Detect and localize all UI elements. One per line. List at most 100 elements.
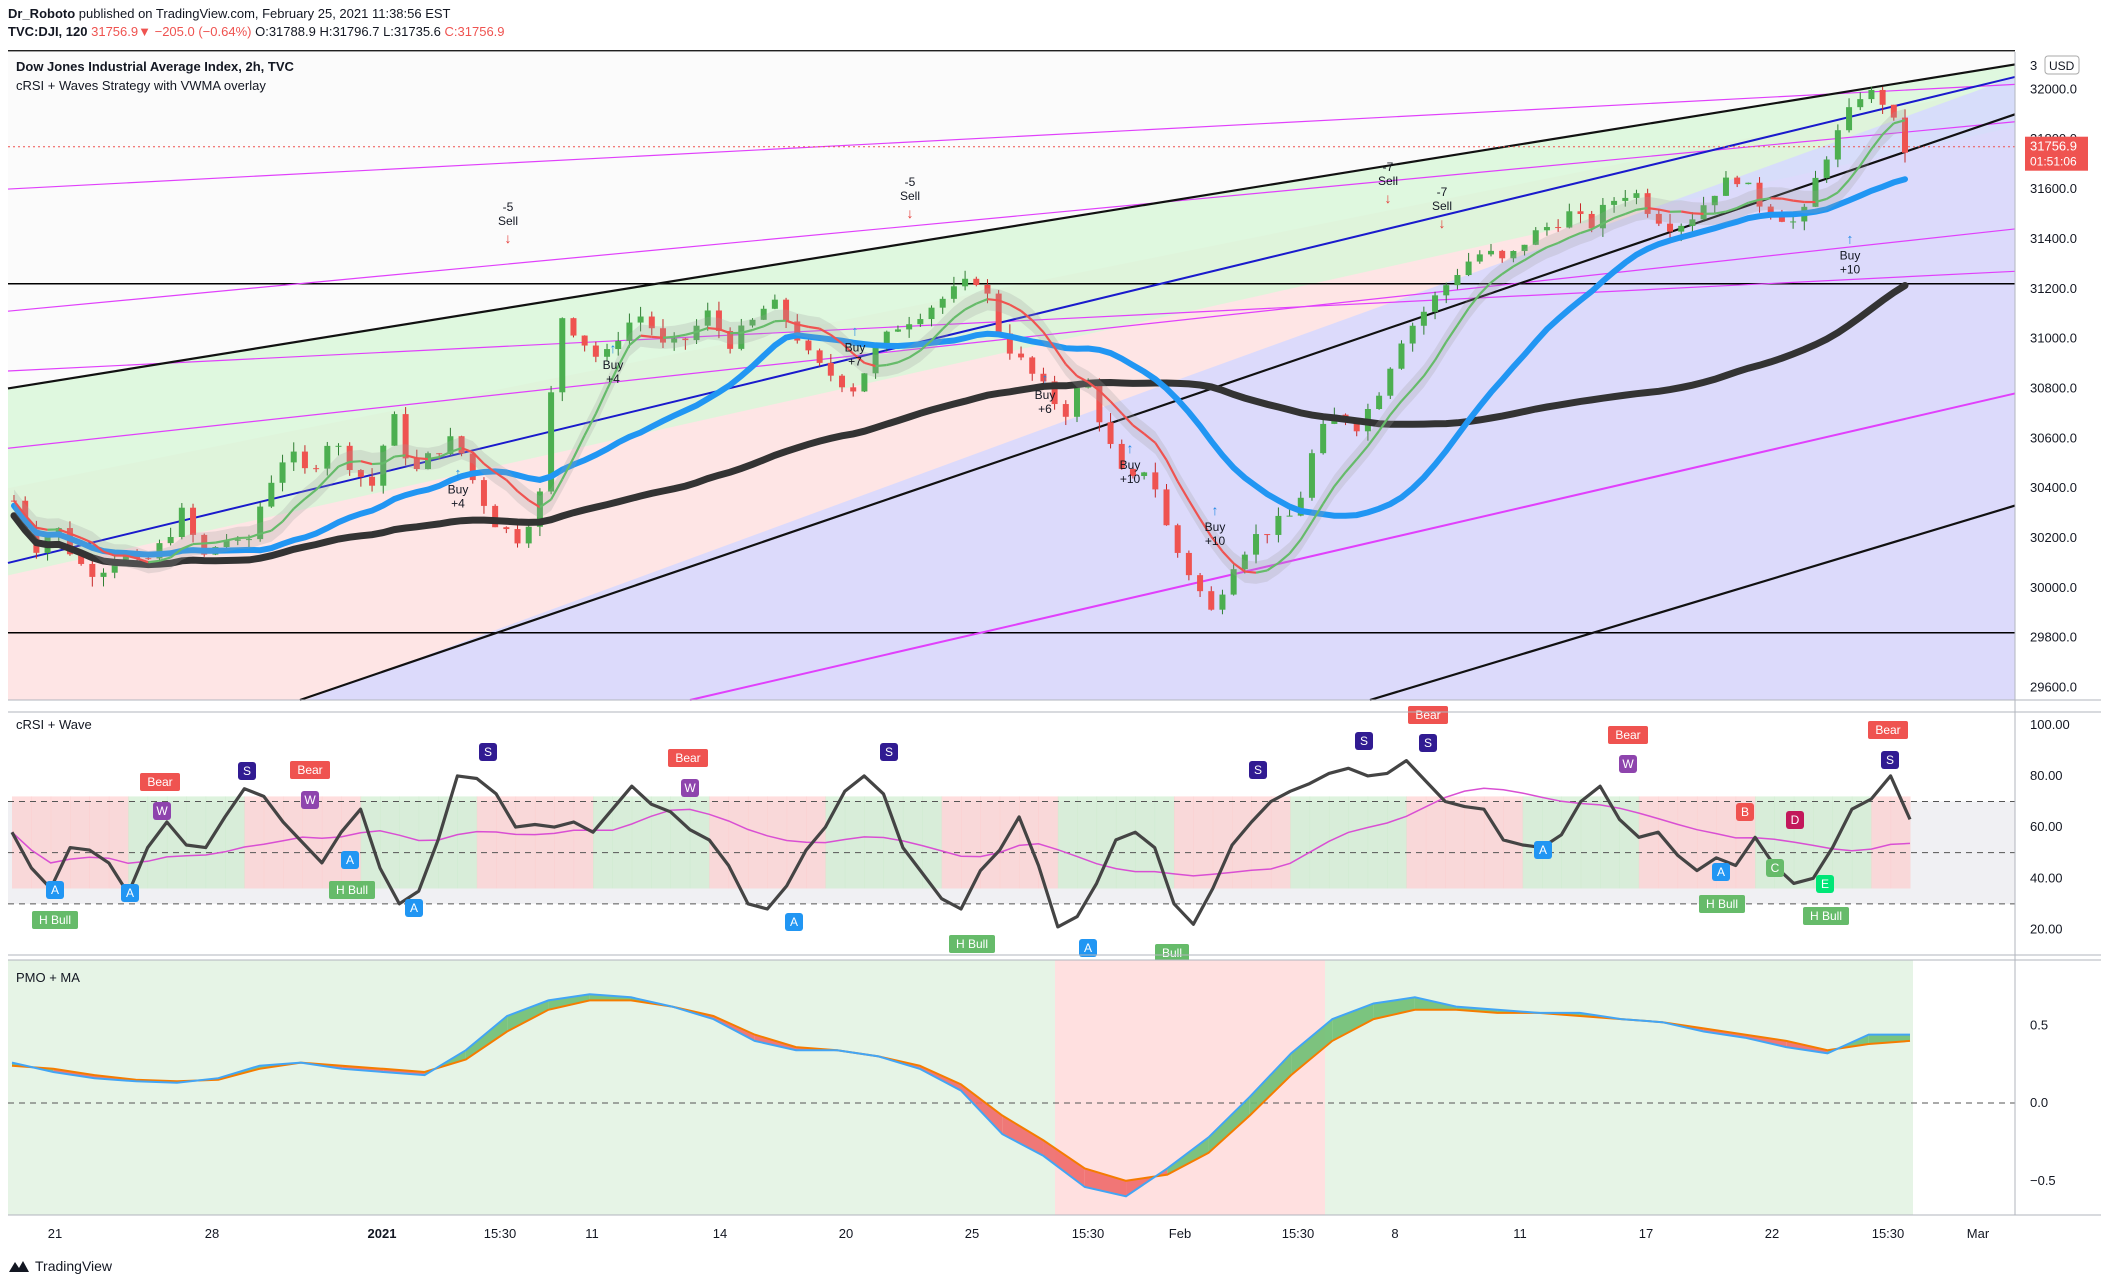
fast-ma-segment — [1087, 381, 1101, 392]
candle-body — [1689, 219, 1696, 226]
hidden-bull-label-text: H Bull — [39, 913, 71, 927]
fast-ma-segment — [382, 455, 396, 465]
fast-ma-segment — [875, 363, 887, 368]
tradingview-logo[interactable]: TradingView — [8, 1258, 112, 1274]
candle-body — [1644, 193, 1651, 214]
candle-body — [1778, 214, 1785, 222]
pmo-axis-tick: 0.5 — [2030, 1017, 2048, 1032]
candle — [1208, 586, 1215, 611]
fast-ma-segment — [103, 550, 116, 557]
fast-ma-segment — [685, 330, 697, 336]
buy-arrow-icon: ↑ — [1042, 370, 1049, 386]
time-axis-tick: 17 — [1639, 1226, 1653, 1241]
crsi-pane[interactable]: Bear Bear Bear Bear Bear Bear H Bull H Bull H Bu… — [8, 706, 2015, 962]
signal-value: +4 — [606, 372, 620, 386]
currency-badge: USD — [2044, 55, 2080, 75]
fast-ma-segment — [1636, 206, 1648, 211]
fast-ma-segment — [1714, 210, 1727, 215]
trend-line-0 — [7, 63, 2016, 390]
candle-body — [78, 554, 85, 564]
bear-label-box — [140, 773, 180, 791]
marker-box — [1736, 803, 1754, 821]
bear-label: Bear — [290, 761, 330, 779]
fast-ma-segment — [304, 488, 317, 500]
fast-ma-segment — [561, 457, 575, 480]
candle — [413, 449, 420, 472]
publisher-user[interactable]: Dr_Roboto — [8, 6, 76, 21]
fast-ma-segment — [1221, 550, 1235, 565]
signal-label: Sell — [498, 214, 518, 228]
fast-ma-segment — [1647, 206, 1659, 211]
candle-body — [1062, 404, 1069, 417]
fast-ma-segment — [1400, 388, 1414, 402]
candle-body — [615, 340, 622, 350]
magenta-channel-1 — [7, 121, 2016, 312]
candle — [1174, 523, 1181, 558]
price-tag-value: 31756.9 — [2030, 139, 2077, 154]
candle-body — [156, 543, 163, 559]
fast-ma-segment — [1187, 499, 1202, 520]
crsi-zone — [1270, 796, 1291, 889]
hidden-bull-label: H Bull — [949, 935, 995, 953]
fast-ma-segment — [1244, 570, 1257, 574]
ticker-high: H:31796.7 — [319, 24, 380, 39]
fast-ma-segment — [1692, 212, 1704, 215]
crsi-zone — [844, 796, 865, 889]
fast-ma-segment — [1479, 281, 1492, 295]
signal-value: -7 — [1437, 185, 1448, 199]
pmo-pane[interactable] — [8, 960, 2015, 1215]
candle — [503, 526, 510, 534]
candle-body — [111, 559, 118, 573]
candle-body — [536, 491, 543, 527]
candle — [1018, 346, 1025, 361]
candle-body — [648, 316, 655, 329]
fast-ma-segment — [505, 479, 519, 492]
bear-label-text: Bear — [1415, 708, 1440, 722]
time-axis-tick: 8 — [1391, 1226, 1398, 1241]
candle-body — [1655, 213, 1662, 224]
candle-body — [1566, 211, 1573, 228]
candle-body — [559, 318, 566, 393]
candle — [1197, 572, 1204, 598]
fast-ma-segment — [1501, 265, 1514, 275]
crsi-zone — [689, 796, 710, 889]
fast-ma-segment — [919, 339, 933, 352]
marker-letter: W — [304, 793, 316, 807]
pmo-fill — [465, 1015, 508, 1060]
candle-body — [402, 414, 409, 459]
marker-box — [1534, 841, 1552, 859]
candle — [894, 325, 901, 332]
candle-body — [1398, 343, 1405, 369]
candle — [1868, 86, 1875, 103]
candle-body — [570, 318, 577, 336]
fast-ma-segment — [1288, 538, 1302, 555]
crsi-marker-A: A — [785, 913, 803, 931]
crsi-zone — [1328, 796, 1349, 889]
candle-body — [1745, 182, 1752, 185]
fast-ma-segment — [606, 365, 620, 390]
candle — [1689, 212, 1696, 233]
candle-body — [1376, 395, 1383, 409]
ticker-symbol[interactable]: TVC:DJI, 120 — [8, 24, 88, 39]
currency-label: USD — [2049, 59, 2075, 73]
candle — [1432, 291, 1439, 320]
candle — [290, 442, 297, 471]
candle-body — [1253, 534, 1260, 555]
crsi-zone — [922, 796, 943, 889]
crsi-zone — [1425, 796, 1446, 889]
fast-ma-segment — [1266, 562, 1280, 572]
fast-ma-segment — [640, 334, 652, 338]
bull-label: Bull — [1155, 944, 1189, 962]
candle — [1387, 367, 1394, 399]
marker-letter: S — [484, 745, 492, 759]
fast-ma-segment — [270, 520, 284, 532]
crsi-zone — [1890, 796, 1911, 889]
crsi-marker-A: A — [1712, 863, 1730, 881]
crsi-marker-W: W — [153, 802, 171, 820]
pmo-fill — [1167, 1137, 1209, 1175]
candle — [872, 342, 879, 379]
hidden-bull-label-text: H Bull — [1810, 909, 1842, 923]
candle — [1465, 252, 1472, 277]
